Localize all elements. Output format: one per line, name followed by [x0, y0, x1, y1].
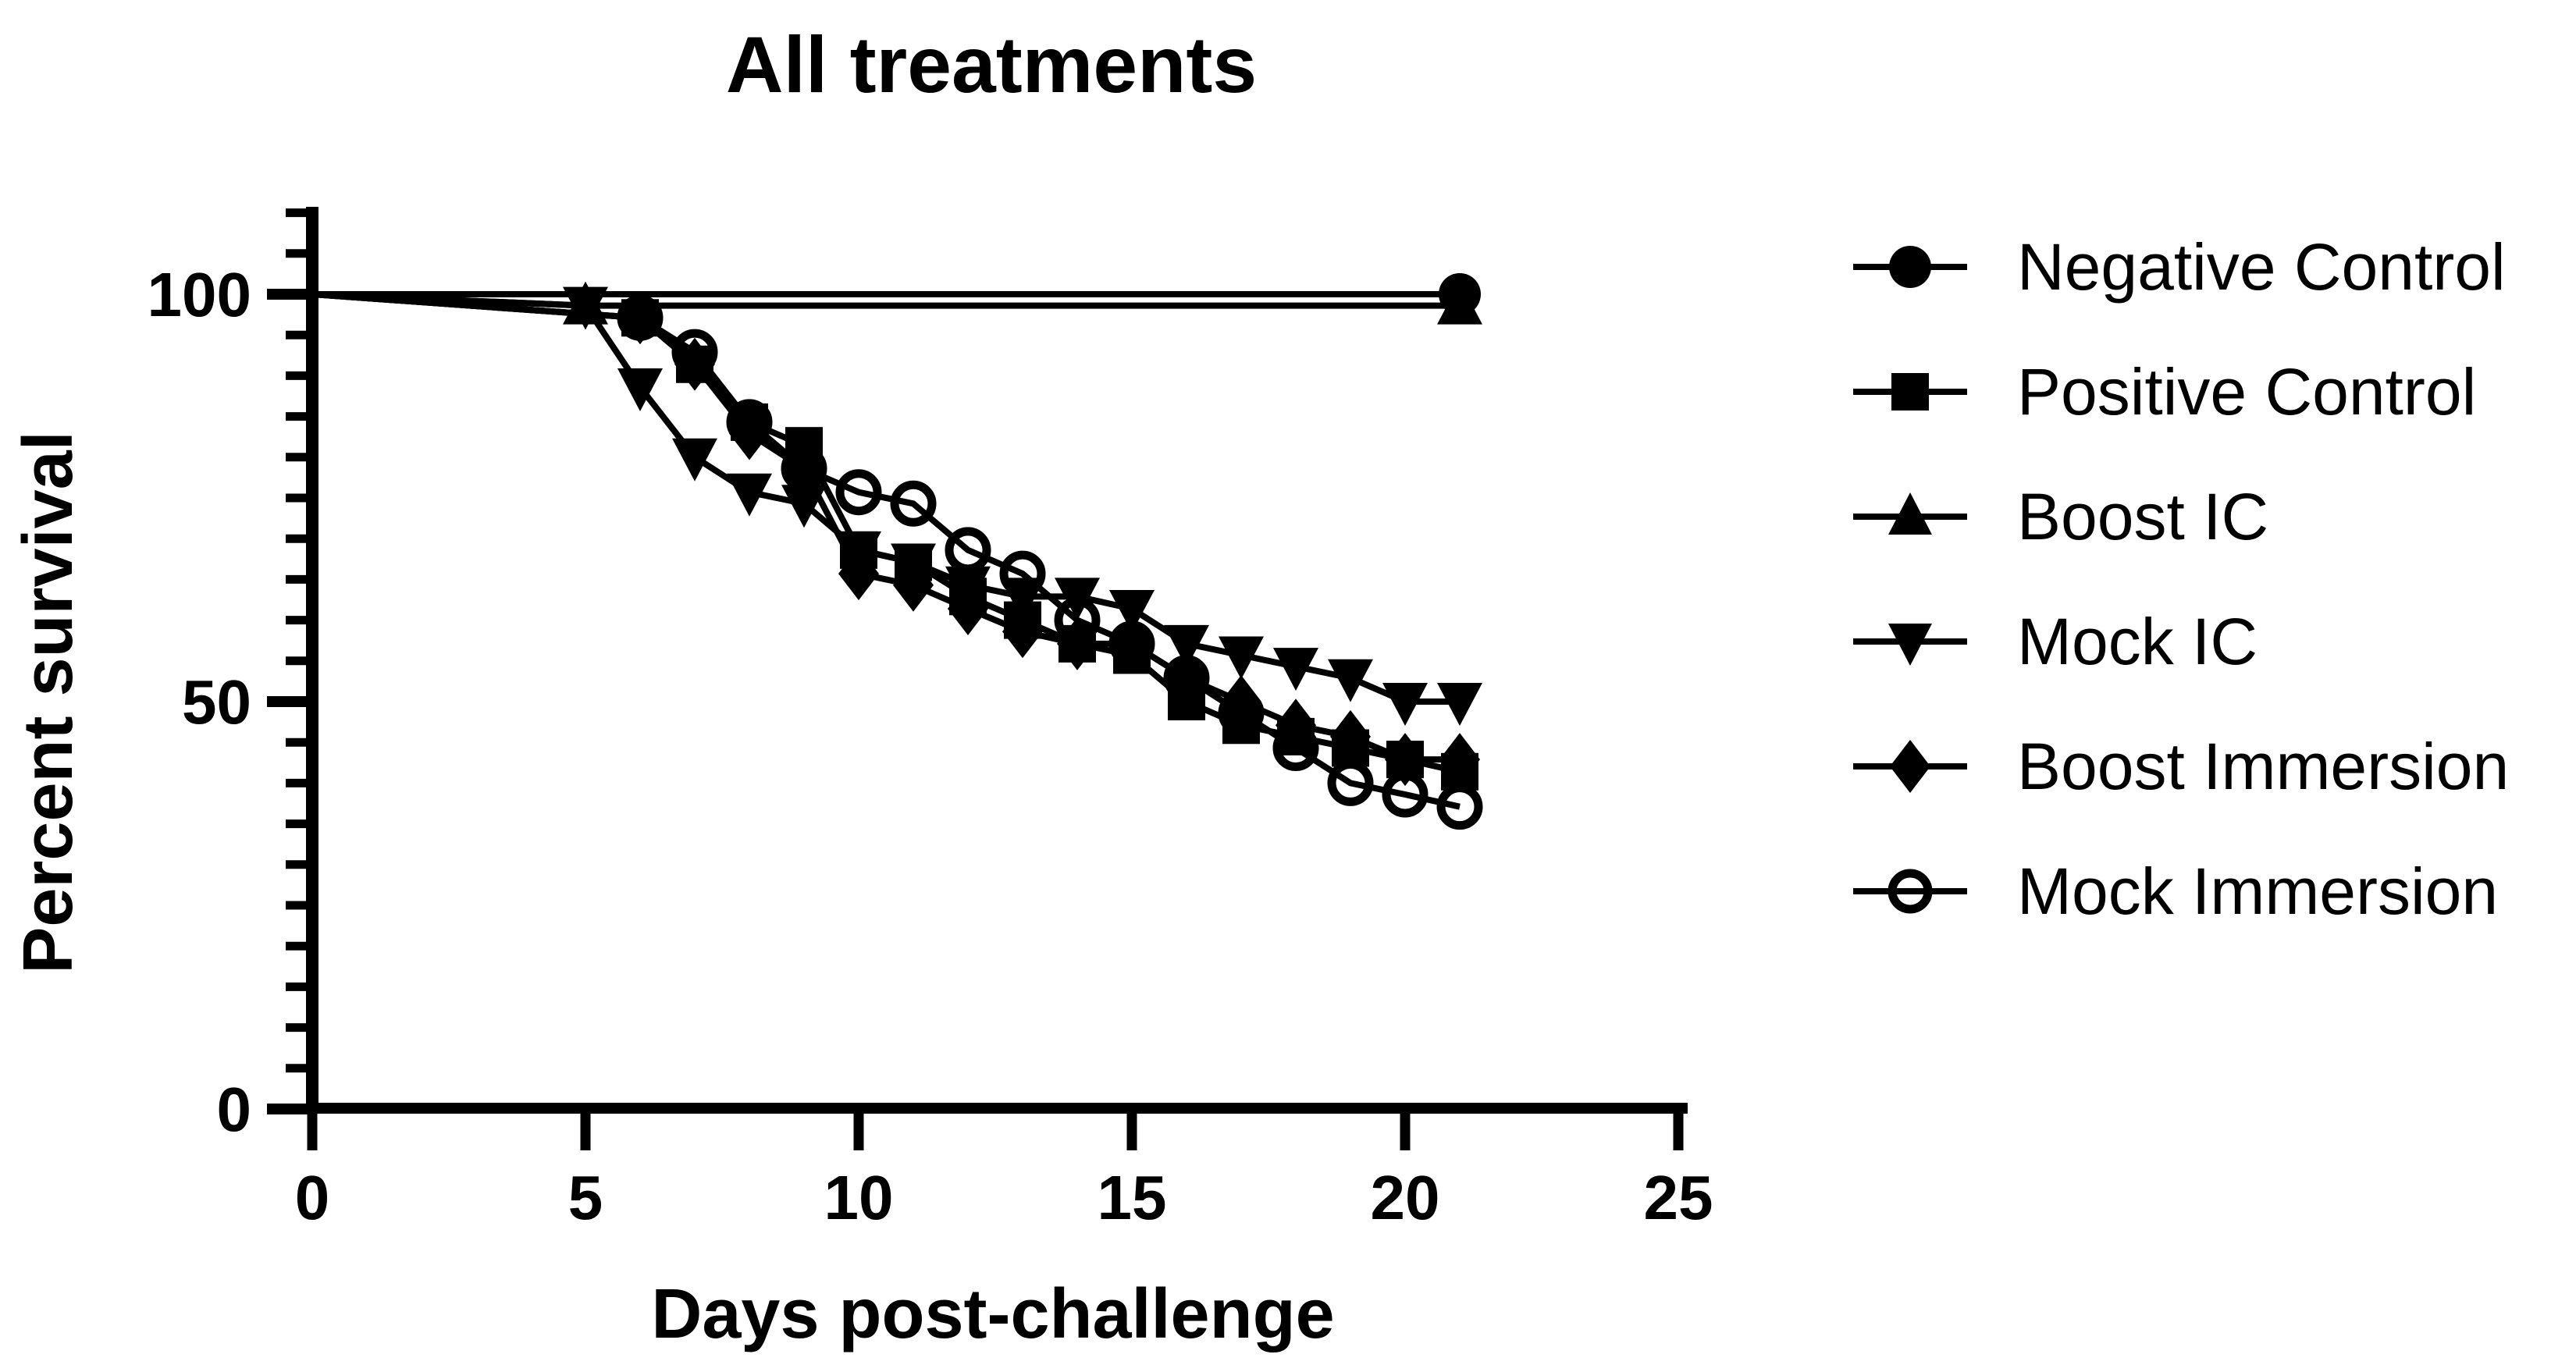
legend-label: Boost Immersion [2017, 730, 2510, 803]
filled-triangle-down-marker [1328, 659, 1373, 702]
legend-item-negative-control: Negative Control [1852, 204, 2509, 329]
filled-diamond-marker [1002, 605, 1043, 659]
filled-diamond-marker [893, 558, 934, 612]
filled-triangle-down-marker [1382, 683, 1428, 726]
open-circle-marker-icon [1853, 869, 1967, 914]
x-tick-label: 15 [1098, 1163, 1167, 1232]
legend-label: Negative Control [2017, 230, 2506, 304]
open-circle-marker [999, 550, 1046, 597]
open-circle-marker [1218, 690, 1265, 737]
filled-diamond-marker [1385, 733, 1425, 787]
open-circle-marker [1054, 597, 1101, 644]
filled-diamond-marker-icon [1853, 740, 1967, 793]
series-markers [563, 273, 1483, 830]
open-circle-marker [1108, 620, 1155, 667]
open-circle-marker [945, 527, 991, 574]
filled-triangle-down-marker [1437, 683, 1482, 726]
open-circle-marker [1327, 759, 1374, 806]
open-circle-marker [726, 399, 773, 446]
filled-diamond-marker [1439, 733, 1480, 787]
x-tick-label: 5 [568, 1163, 603, 1232]
open-circle-marker [890, 480, 937, 527]
open-circle-marker [617, 294, 664, 341]
filled-triangle-down-marker [1164, 624, 1209, 668]
legend-label: Positive Control [2017, 355, 2477, 428]
x-tick-label: 10 [824, 1163, 894, 1232]
open-circle-marker [671, 329, 718, 375]
legend-label: Mock Immersion [2017, 855, 2499, 928]
series-line-boost-immersion [311, 291, 1460, 763]
filled-triangle-down-marker [781, 485, 827, 528]
y-axis-title: Percent survival [9, 431, 87, 973]
filled-triangle-down-marker [672, 438, 717, 482]
legend-item-mock-ic: Mock IC [1852, 579, 2509, 704]
x-axis-title: Days post-challenge [651, 1275, 1334, 1353]
open-circle-marker [1382, 771, 1429, 818]
y-tick-label: 50 [182, 667, 251, 737]
filled-triangle-down-marker [563, 286, 608, 330]
open-circle-marker [1436, 784, 1483, 830]
filled-triangle-down-marker [1273, 648, 1318, 691]
axes: 0 50 100 0 5 10 15 20 25 [148, 207, 1713, 1232]
filled-triangle-down-marker [1219, 636, 1264, 680]
y-tick-label: 0 [217, 1075, 252, 1144]
x-tick-label: 0 [295, 1163, 330, 1232]
legend-label: Boost IC [2017, 480, 2269, 553]
open-circle-marker [781, 445, 827, 492]
filled-diamond-marker [674, 337, 715, 391]
filled-square-marker-icon [1853, 373, 1967, 411]
filled-circle-marker-icon [1853, 246, 1967, 288]
open-circle-marker [1272, 725, 1319, 772]
filled-triangle-down-marker [617, 368, 663, 412]
filled-triangle-down-marker-icon [1853, 624, 1967, 666]
x-tick-label: 25 [1644, 1163, 1713, 1232]
filled-triangle-down-marker [727, 473, 772, 517]
filled-triangle-up-marker [1437, 281, 1482, 325]
legend-item-boost-ic: Boost IC [1852, 454, 2509, 579]
open-circle-marker [835, 469, 882, 516]
filled-triangle-up-marker-icon [1853, 492, 1967, 535]
legend: Negative Control Positive Control Boost … [1852, 204, 2509, 954]
legend-label: Mock IC [2017, 605, 2258, 678]
chart-title: All treatments [726, 20, 1257, 109]
filled-triangle-down-marker [1109, 589, 1155, 633]
legend-item-mock-immersion: Mock Immersion [1852, 829, 2509, 954]
legend-item-positive-control: Positive Control [1852, 329, 2509, 454]
x-tick-label: 20 [1371, 1163, 1440, 1232]
filled-diamond-marker [729, 407, 770, 460]
filled-diamond-marker [1330, 709, 1371, 763]
legend-item-boost-immersion: Boost Immersion [1852, 704, 2509, 829]
filled-diamond-marker [948, 581, 988, 635]
y-tick-label: 100 [148, 260, 251, 329]
filled-diamond-marker [1221, 675, 1261, 728]
filled-diamond-marker [838, 547, 879, 601]
open-circle-marker [1163, 655, 1210, 702]
series-line-positive-control [311, 291, 1461, 775]
